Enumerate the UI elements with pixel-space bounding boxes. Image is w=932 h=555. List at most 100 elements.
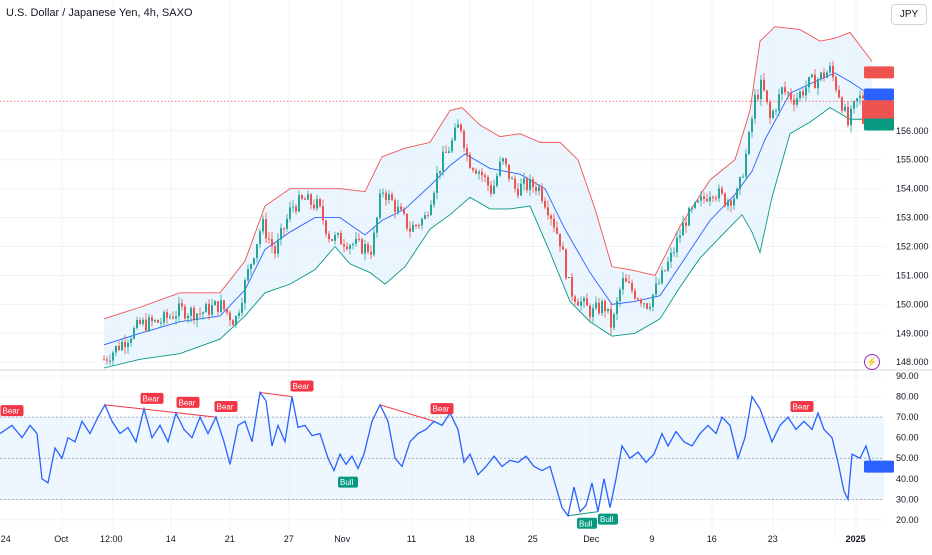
candle-body: [706, 198, 708, 202]
x-tick-label: Oct: [54, 534, 69, 544]
candle-body: [550, 215, 552, 219]
candle-body: [670, 252, 672, 262]
candle-body: [406, 213, 408, 229]
candle-body: [430, 204, 432, 216]
rsi-signal-bull: [598, 513, 618, 525]
lightning-icon[interactable]: ⚡: [864, 354, 880, 370]
candle-body: [367, 244, 369, 253]
candle-body: [523, 178, 525, 184]
candle-body: [583, 298, 585, 302]
rsi-badge-bg: [864, 460, 894, 473]
candle-body: [244, 280, 246, 304]
candle-body: [649, 306, 651, 309]
candle-body: [502, 158, 504, 162]
candle-body: [421, 218, 423, 226]
candle-body: [376, 217, 378, 233]
candle-body: [385, 192, 387, 200]
candle-body: [511, 178, 513, 180]
candle-body: [145, 319, 147, 331]
candle-body: [814, 74, 816, 89]
candle-body: [391, 194, 393, 201]
price-tick-label: 156.000: [896, 126, 929, 136]
bollinger-lower: [103, 107, 872, 369]
rsi-signal-bull: [577, 517, 597, 529]
candle-body: [193, 307, 195, 321]
candle-body: [487, 177, 489, 186]
rsi-signal-label: Bear: [433, 405, 450, 414]
candle-body: [580, 301, 582, 306]
candle-body: [691, 207, 693, 209]
currency-button[interactable]: JPY: [891, 4, 927, 25]
candle-body: [850, 108, 852, 126]
candle-body: [838, 89, 840, 98]
candle-body: [136, 319, 138, 328]
rsi-tick-label: 70.00: [896, 412, 919, 422]
candle-body: [664, 270, 666, 272]
candle-body: [103, 359, 105, 361]
rsi-signal-label: Bear: [217, 403, 234, 412]
candle-body: [424, 215, 426, 219]
chart-title: U.S. Dollar / Japanese Yen, 4h, SAXO: [6, 7, 193, 19]
candle-body: [154, 320, 156, 322]
candle-body: [727, 200, 729, 207]
candle-body: [601, 301, 603, 314]
candle-body: [817, 79, 819, 89]
candle-body: [682, 222, 684, 236]
bollinger-basis: [103, 72, 873, 346]
candle-body: [166, 312, 168, 318]
rsi-signal-label: Bear: [3, 407, 20, 416]
candle-body: [802, 91, 804, 96]
candle-body: [370, 252, 372, 255]
candle-body: [280, 228, 282, 240]
x-tick-label: 9: [649, 534, 654, 544]
rsi-divergence-line: [379, 404, 435, 422]
candle-body: [805, 87, 807, 96]
price-tick-label: 152.000: [896, 242, 929, 252]
x-tick-label: 27: [284, 534, 294, 544]
rsi-signal-bear: [0, 405, 24, 417]
candle-body: [187, 315, 189, 319]
candle-body: [220, 300, 222, 312]
candle-body: [262, 219, 264, 232]
candle-body: [724, 193, 726, 207]
candle-body: [163, 312, 165, 323]
candle-body: [142, 319, 144, 324]
candle-body: [721, 188, 723, 194]
candle-body: [331, 239, 333, 241]
candle-body: [283, 228, 285, 230]
candle-body: [832, 65, 834, 78]
x-tick-label: 16: [707, 534, 717, 544]
candle-body: [685, 222, 687, 226]
candle-body: [346, 246, 348, 249]
rsi-signal-bear: [290, 380, 314, 392]
candle-body: [181, 303, 183, 307]
candle-body: [643, 303, 645, 305]
rsi-tick-label: 20.00: [896, 515, 919, 525]
candle-body: [319, 199, 321, 207]
candle-body: [169, 316, 171, 318]
candle-body: [148, 317, 150, 331]
candle-body: [730, 200, 732, 206]
candle-body: [124, 341, 126, 347]
candle-body: [514, 178, 516, 189]
candle-body: [208, 304, 210, 315]
candle-body: [646, 303, 648, 309]
candle-body: [535, 187, 537, 192]
candle-body: [481, 171, 483, 176]
candle-body: [175, 316, 177, 319]
candle-body: [466, 147, 468, 155]
candle-body: [403, 209, 405, 214]
candle-body: [214, 301, 216, 306]
candle-body: [274, 246, 276, 254]
candle-body: [769, 102, 771, 118]
candle-body: [475, 170, 477, 174]
candle-body: [709, 196, 711, 202]
candle-body: [532, 179, 534, 188]
rsi-signal-bear: [790, 401, 814, 413]
candle-body: [799, 91, 801, 99]
price-badge-lower-bg: [864, 118, 894, 131]
candle-body: [823, 72, 825, 78]
candle-body: [655, 283, 657, 295]
